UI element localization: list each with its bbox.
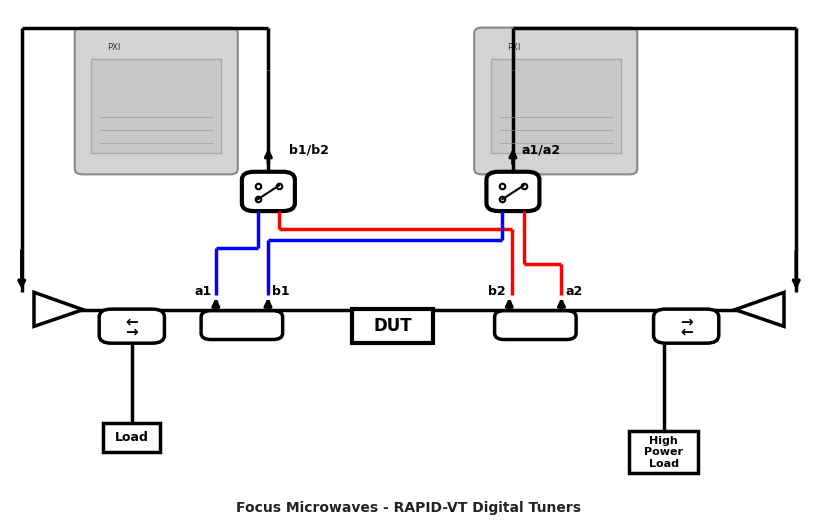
FancyBboxPatch shape [487, 172, 539, 211]
Text: b1: b1 [272, 285, 290, 298]
Text: →: → [680, 315, 693, 329]
Polygon shape [735, 292, 784, 326]
Text: b1/b2: b1/b2 [289, 143, 329, 156]
FancyBboxPatch shape [654, 309, 719, 343]
FancyBboxPatch shape [74, 27, 238, 174]
Text: ←: ← [125, 315, 138, 329]
Text: High
Power
Load: High Power Load [645, 436, 683, 469]
FancyBboxPatch shape [242, 172, 294, 211]
FancyBboxPatch shape [91, 59, 222, 153]
Text: DUT: DUT [373, 317, 412, 335]
FancyBboxPatch shape [495, 311, 576, 339]
FancyBboxPatch shape [352, 309, 434, 343]
Text: Load: Load [115, 431, 149, 444]
FancyBboxPatch shape [201, 311, 283, 339]
FancyBboxPatch shape [99, 309, 164, 343]
FancyBboxPatch shape [629, 431, 699, 473]
Text: a1: a1 [195, 285, 212, 298]
Text: Focus Microwaves - RAPID-VT Digital Tuners: Focus Microwaves - RAPID-VT Digital Tune… [236, 501, 582, 515]
FancyBboxPatch shape [103, 423, 160, 452]
Text: b2: b2 [488, 285, 506, 298]
Text: PXI: PXI [107, 43, 121, 52]
Text: →: → [125, 325, 138, 340]
FancyBboxPatch shape [474, 27, 637, 174]
Text: a1/a2: a1/a2 [521, 143, 560, 156]
Text: ←: ← [680, 325, 693, 340]
FancyBboxPatch shape [491, 59, 621, 153]
Text: PXI: PXI [507, 43, 520, 52]
Text: a2: a2 [565, 285, 582, 298]
Polygon shape [34, 292, 83, 326]
